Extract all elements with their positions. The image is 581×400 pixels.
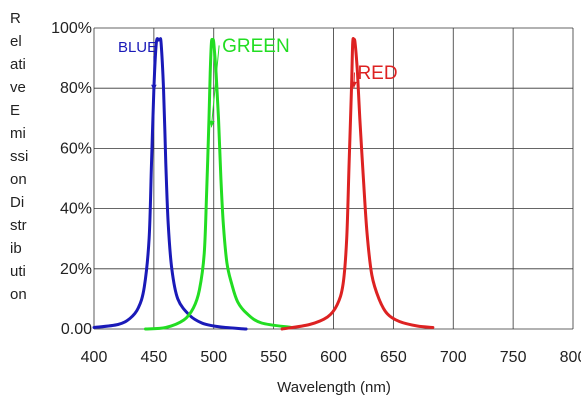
y-tick-label: 20% — [60, 261, 92, 278]
series-lines — [92, 37, 435, 331]
x-tick-label: 400 — [81, 349, 108, 366]
y-axis-title-line: ati — [10, 56, 26, 73]
y-axis-ticks: 0.00 20% 40% 60% 80% 100% — [51, 20, 92, 338]
grid — [93, 27, 574, 330]
y-tick-label: 100% — [51, 20, 92, 37]
series-label-green: GREEN — [222, 36, 290, 57]
series-line-green — [144, 37, 294, 331]
annotation-arrowhead — [151, 84, 157, 92]
x-axis-title: Wavelength (nm) — [277, 379, 391, 396]
x-tick-label: 600 — [320, 349, 347, 366]
y-axis-title-line: mi — [10, 125, 26, 142]
y-tick-label: 60% — [60, 140, 92, 157]
y-tick-label: 0.00 — [61, 321, 92, 338]
y-tick-label: 80% — [60, 80, 92, 97]
series-label-blue: BLUE — [118, 39, 157, 56]
y-axis-title-line: ib — [10, 240, 22, 257]
annotation-arrow-line — [210, 45, 220, 128]
x-axis-ticks: 400 450 500 550 600 650 700 750 800 — [81, 349, 581, 366]
y-axis-title-line: E — [10, 102, 20, 119]
y-axis-title-line: on — [10, 286, 27, 303]
x-tick-label: 700 — [440, 349, 467, 366]
annotation-arrowhead — [351, 81, 357, 89]
y-axis-title-line: str — [10, 217, 27, 234]
x-tick-label: 500 — [200, 349, 227, 366]
y-axis-title-line: Di — [10, 194, 24, 211]
y-axis-title-line: ve — [10, 79, 26, 96]
series-line-red — [280, 37, 435, 331]
series-annotations: BLUE GREEN RED — [118, 36, 398, 128]
y-axis-title-line: ssi — [10, 148, 28, 165]
y-axis-title-line: R — [10, 10, 21, 27]
y-axis-title-line: uti — [10, 263, 26, 280]
y-axis-title-line: on — [10, 171, 27, 188]
x-tick-label: 450 — [141, 349, 168, 366]
series-line-blue — [92, 37, 248, 331]
annotation-arrowhead — [209, 120, 215, 128]
y-axis-title: Rel ati ve Emi ssi on Di str ib uti on — [10, 10, 28, 303]
y-tick-label: 40% — [60, 201, 92, 218]
series-label-red: RED — [357, 63, 397, 84]
y-axis-title-line: el — [10, 33, 22, 50]
x-tick-label: 750 — [500, 349, 527, 366]
x-tick-label: 800 — [560, 349, 581, 366]
x-tick-label: 650 — [380, 349, 407, 366]
x-tick-label: 550 — [260, 349, 287, 366]
